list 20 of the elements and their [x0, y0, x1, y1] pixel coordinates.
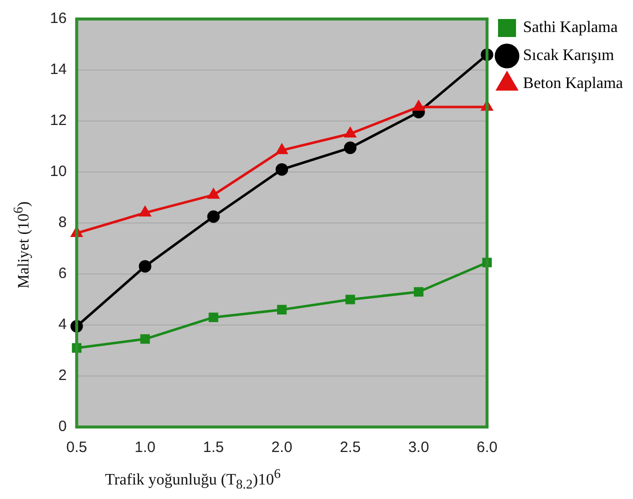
y-tick-label: 0 — [58, 418, 67, 436]
y-tick-label: 2 — [58, 367, 67, 384]
x-tick-label: 1.5 — [203, 439, 224, 456]
y-tick-label: 14 — [50, 61, 67, 78]
legend-label: Sıcak Karışım — [523, 47, 615, 64]
x-tick-label: 0.5 — [66, 439, 88, 456]
x-tick-label: 2.0 — [271, 439, 292, 456]
legend-label: Sathi Kaplama — [523, 19, 618, 36]
x-axis-title: Trafik yoğunluğu (T$_{8.2}$)10$^{6}$ — [105, 466, 281, 493]
x-tick-label: 6.0 — [476, 439, 498, 456]
y-tick-label: 8 — [58, 214, 67, 232]
y-tick-label: 10 — [50, 163, 67, 180]
y-tick-label: 4 — [58, 316, 67, 334]
y-tick-label: 6 — [58, 265, 67, 282]
x-tick-label: 1.0 — [134, 439, 156, 456]
y-tick-label: 12 — [50, 112, 67, 130]
x-tick-label: 3.0 — [408, 439, 430, 456]
x-tick-label: 2.5 — [340, 439, 361, 456]
y-tick-label: 16 — [50, 10, 67, 28]
legend-label: Beton Kaplama — [523, 75, 623, 92]
